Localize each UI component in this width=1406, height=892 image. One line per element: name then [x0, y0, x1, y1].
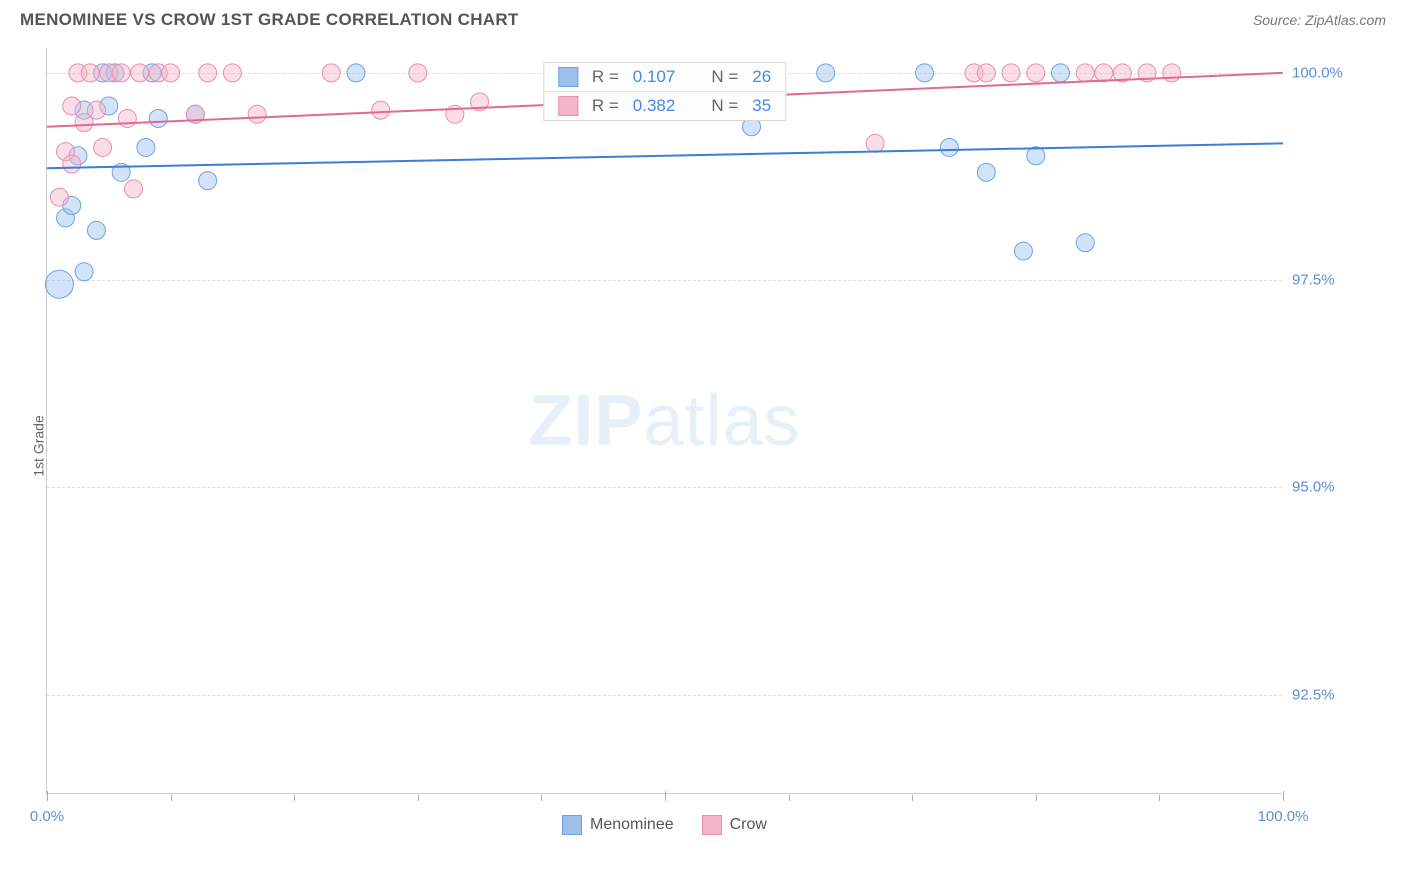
- source-attribution: Source: ZipAtlas.com: [1253, 12, 1386, 28]
- data-point: [1002, 64, 1020, 82]
- data-point: [63, 97, 81, 115]
- data-point: [1027, 64, 1045, 82]
- data-point: [1052, 64, 1070, 82]
- data-point: [87, 101, 105, 119]
- y-tick-label: 92.5%: [1292, 686, 1372, 703]
- data-point: [1163, 64, 1181, 82]
- data-point: [1076, 234, 1094, 252]
- y-tick-label: 95.0%: [1292, 479, 1372, 496]
- data-point: [162, 64, 180, 82]
- data-point: [347, 64, 365, 82]
- stats-row-menominee: R = 0.107 N = 26: [544, 63, 785, 91]
- r-value-crow: 0.382: [633, 96, 676, 116]
- data-point: [118, 109, 136, 127]
- data-point: [866, 134, 884, 152]
- data-point: [125, 180, 143, 198]
- correlation-stats-box: R = 0.107 N = 26 R = 0.382 N = 35: [543, 62, 786, 121]
- x-tick: [294, 795, 295, 801]
- legend-swatch-menominee: [562, 815, 582, 835]
- data-point: [94, 138, 112, 156]
- data-point: [1076, 64, 1094, 82]
- data-point: [322, 64, 340, 82]
- data-point: [940, 138, 958, 156]
- chart-header: MENOMINEE VS CROW 1ST GRADE CORRELATION …: [0, 0, 1406, 36]
- data-point: [199, 64, 217, 82]
- data-point: [149, 109, 167, 127]
- data-point: [372, 101, 390, 119]
- data-point: [112, 64, 130, 82]
- data-point: [817, 64, 835, 82]
- x-tick: [789, 795, 790, 801]
- legend-item-menominee: Menominee: [562, 815, 674, 835]
- legend-item-crow: Crow: [702, 815, 767, 835]
- data-point: [916, 64, 934, 82]
- n-value-crow: 35: [752, 96, 771, 116]
- x-tick: [1036, 795, 1037, 801]
- data-point: [75, 263, 93, 281]
- legend-swatch-crow: [702, 815, 722, 835]
- data-point: [1027, 147, 1045, 165]
- data-point: [45, 270, 73, 298]
- n-value-menominee: 26: [752, 67, 771, 87]
- x-tick: [1283, 791, 1284, 801]
- data-point: [137, 138, 155, 156]
- x-tick: [541, 795, 542, 801]
- data-point: [131, 64, 149, 82]
- swatch-crow: [558, 96, 578, 116]
- r-value-menominee: 0.107: [633, 67, 676, 87]
- chart-title: MENOMINEE VS CROW 1ST GRADE CORRELATION …: [20, 10, 519, 30]
- swatch-menominee: [558, 67, 578, 87]
- data-point: [1095, 64, 1113, 82]
- data-point: [1014, 242, 1032, 260]
- x-tick: [1159, 795, 1160, 801]
- bottom-legend: Menominee Crow: [47, 815, 1282, 835]
- x-tick: [912, 795, 913, 801]
- scatter-plot-svg: [47, 48, 1282, 793]
- data-point: [81, 64, 99, 82]
- x-tick: [171, 795, 172, 801]
- data-point: [50, 188, 68, 206]
- data-point: [248, 105, 266, 123]
- data-point: [977, 64, 995, 82]
- y-tick-label: 97.5%: [1292, 272, 1372, 289]
- data-point: [199, 172, 217, 190]
- stats-row-crow: R = 0.382 N = 35: [544, 91, 785, 120]
- data-point: [409, 64, 427, 82]
- data-point: [87, 221, 105, 239]
- data-point: [977, 163, 995, 181]
- y-axis-label: 1st Grade: [31, 415, 47, 476]
- y-tick-label: 100.0%: [1292, 64, 1372, 81]
- data-point: [223, 64, 241, 82]
- trend-line: [47, 143, 1283, 168]
- chart-plot-area: ZIPatlas 100.0%97.5%95.0%92.5% 0.0%100.0…: [46, 48, 1282, 794]
- data-point: [63, 155, 81, 173]
- x-tick: [418, 795, 419, 801]
